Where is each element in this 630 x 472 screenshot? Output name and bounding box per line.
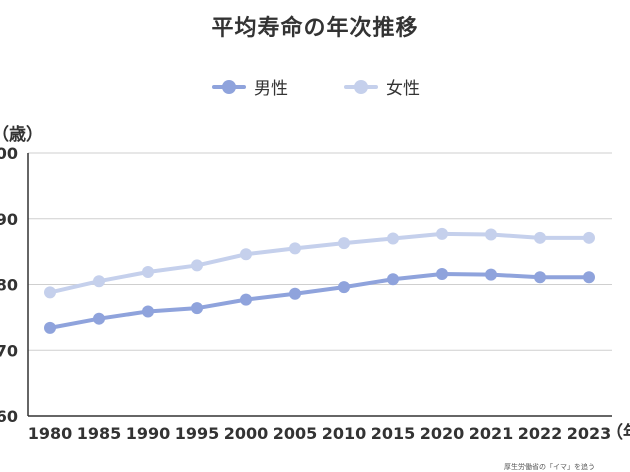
y-axis-unit-label: （歳） <box>0 125 43 145</box>
data-point-female-1980 <box>44 286 56 299</box>
data-point-male-2020 <box>436 267 448 280</box>
data-point-female-2000 <box>240 248 252 261</box>
data-point-male-2005 <box>289 287 301 300</box>
data-point-male-2022 <box>534 271 546 284</box>
data-point-female-2021 <box>485 228 497 241</box>
data-point-female-2022 <box>534 231 546 244</box>
x-tick-label-1990: 1990 <box>126 424 171 443</box>
x-tick-label-2020: 2020 <box>420 424 465 443</box>
data-point-male-1980 <box>44 321 56 334</box>
data-point-male-1990 <box>142 305 154 318</box>
data-point-female-2015 <box>387 232 399 245</box>
legend-item-female: 女性 <box>344 74 420 99</box>
data-point-female-1985 <box>93 275 105 288</box>
legend-label-male: 男性 <box>254 79 288 99</box>
data-point-female-2010 <box>338 237 350 250</box>
x-tick-label-2022: 2022 <box>518 424 563 443</box>
legend: 男性 女性 <box>0 74 630 102</box>
x-tick-label-2005: 2005 <box>273 424 318 443</box>
data-point-male-1995 <box>191 302 203 315</box>
legend-swatch-male <box>212 79 246 94</box>
y-tick-label-90: 90 <box>0 210 18 229</box>
credit-text: 厚生労働省の「イマ」を追う <box>504 463 595 471</box>
data-point-female-2005 <box>289 242 301 255</box>
data-point-male-2010 <box>338 281 350 294</box>
data-point-female-2020 <box>436 227 448 240</box>
data-point-female-1990 <box>142 266 154 279</box>
x-tick-label-1995: 1995 <box>175 424 220 443</box>
x-tick-label-2010: 2010 <box>322 424 367 443</box>
y-tick-label-100: 00 <box>0 144 18 163</box>
series-line-male <box>48 271 591 330</box>
x-tick-label-2000: 2000 <box>224 424 269 443</box>
x-tick-label-2021: 2021 <box>469 424 514 443</box>
x-axis-unit-label: （年 <box>606 423 630 443</box>
data-point-male-2000 <box>240 293 252 306</box>
x-tick-label-2015: 2015 <box>371 424 416 443</box>
y-tick-label-80: 80 <box>0 276 18 295</box>
x-tick-label-1980: 1980 <box>28 424 73 443</box>
series-line-female <box>48 231 591 295</box>
y-tick-label-70: 70 <box>0 341 18 360</box>
data-point-male-1985 <box>93 312 105 325</box>
data-point-female-1995 <box>191 259 203 272</box>
data-point-male-2021 <box>485 268 497 281</box>
legend-label-female: 女性 <box>386 79 420 99</box>
data-point-female-2023 <box>583 231 595 244</box>
data-point-male-2015 <box>387 273 399 286</box>
x-tick-label-1985: 1985 <box>77 424 122 443</box>
chart-title: 平均寿命の年次推移 <box>211 16 419 41</box>
y-tick-label-60: 60 <box>0 407 18 426</box>
data-point-male-2023 <box>583 271 595 284</box>
x-tick-label-2023: 2023 <box>567 424 612 443</box>
legend-item-male: 男性 <box>212 74 288 99</box>
legend-swatch-female <box>344 79 378 94</box>
